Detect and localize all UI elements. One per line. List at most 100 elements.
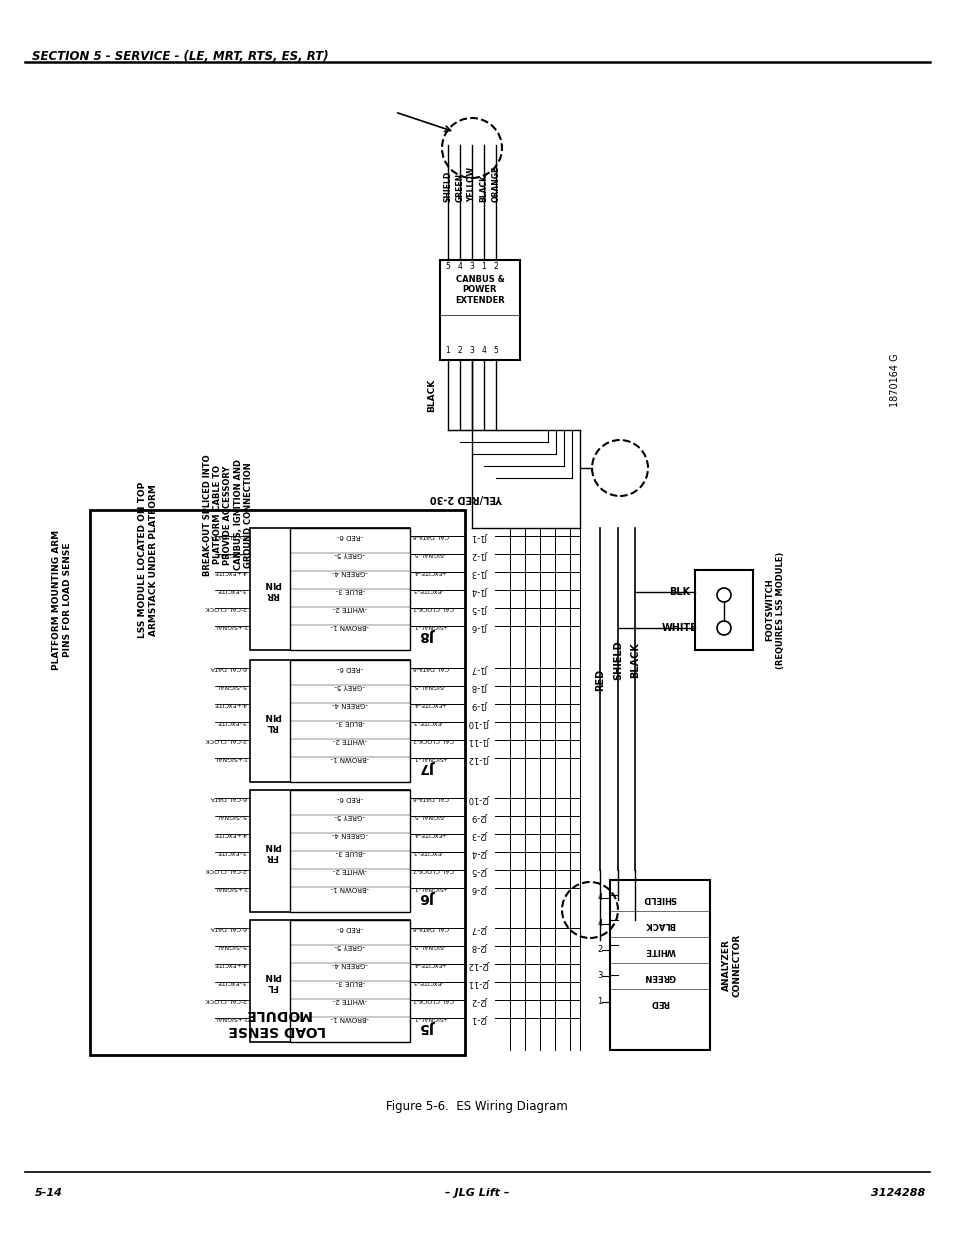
Text: 3:-EXCITE: 3:-EXCITE xyxy=(216,720,247,725)
Text: J8: J8 xyxy=(420,629,435,642)
Text: J7: J7 xyxy=(420,760,435,774)
Text: J1-1: J1-1 xyxy=(472,531,488,541)
Text: J2-2: J2-2 xyxy=(472,995,488,1004)
Text: J6: J6 xyxy=(420,890,435,904)
Text: 4: 4 xyxy=(457,262,462,270)
Text: -WHITE 2-: -WHITE 2- xyxy=(333,605,367,611)
Text: BLACK: BLACK xyxy=(427,378,436,411)
Text: -GREY 5-: -GREY 5- xyxy=(335,683,365,689)
Text: J1-9: J1-9 xyxy=(472,699,488,709)
Text: YELLOW: YELLOW xyxy=(467,167,476,203)
Text: WHITE: WHITE xyxy=(661,622,698,634)
Text: -BROWN 1-: -BROWN 1- xyxy=(331,622,369,629)
Text: 5-14: 5-14 xyxy=(35,1188,63,1198)
FancyBboxPatch shape xyxy=(250,659,410,782)
Text: RED: RED xyxy=(650,998,669,1007)
Text: 1870164 G: 1870164 G xyxy=(889,353,899,406)
Text: SHIELD: SHIELD xyxy=(613,640,622,679)
Text: +SIGNAL-1: +SIGNAL-1 xyxy=(413,1015,447,1020)
Text: +EXCITE-4: +EXCITE-4 xyxy=(413,701,446,706)
Text: 5:-SIGNAL: 5:-SIGNAL xyxy=(215,814,247,819)
Text: CAL DATA-6: CAL DATA-6 xyxy=(413,534,449,538)
Text: CAL CLOCK-2: CAL CLOCK-2 xyxy=(413,998,454,1003)
Text: 2:CAL CLOCK: 2:CAL CLOCK xyxy=(206,605,247,610)
Text: PLATFORM MOUNTING ARM
PINS FOR LOAD SENSE: PLATFORM MOUNTING ARM PINS FOR LOAD SENS… xyxy=(52,530,71,671)
Text: J1-12: J1-12 xyxy=(469,753,490,762)
Text: -BROWN 1-: -BROWN 1- xyxy=(331,885,369,890)
Text: 1: 1 xyxy=(597,998,602,1007)
Text: J1-4: J1-4 xyxy=(472,585,488,594)
Text: CAL CLOCK-2: CAL CLOCK-2 xyxy=(413,605,454,610)
Text: 2:CAL CLOCK: 2:CAL CLOCK xyxy=(206,867,247,872)
FancyBboxPatch shape xyxy=(290,920,410,1042)
Text: J2-4: J2-4 xyxy=(472,847,488,857)
FancyBboxPatch shape xyxy=(290,790,410,911)
FancyBboxPatch shape xyxy=(250,529,410,650)
Text: 3:-EXCITE: 3:-EXCITE xyxy=(216,588,247,593)
Text: BLK: BLK xyxy=(669,587,690,597)
Text: -GREEN 4-: -GREEN 4- xyxy=(332,701,368,706)
Text: 2:CAL CLOCK: 2:CAL CLOCK xyxy=(206,737,247,742)
Text: RED: RED xyxy=(595,669,604,692)
Text: -WHITE 2-: -WHITE 2- xyxy=(333,737,367,743)
Text: YEL/RED 2-30: YEL/RED 2-30 xyxy=(430,493,503,503)
FancyBboxPatch shape xyxy=(250,920,410,1042)
Text: FR
PIN: FR PIN xyxy=(263,841,280,861)
Text: 3: 3 xyxy=(469,262,474,270)
Text: LSS MODULE LOCATED ON TOP
ARMSTACK UNDER PLATFORM: LSS MODULE LOCATED ON TOP ARMSTACK UNDER… xyxy=(138,482,157,638)
Text: 4: 4 xyxy=(481,346,486,354)
Text: CANBUS &
POWER
EXTENDER: CANBUS & POWER EXTENDER xyxy=(455,275,504,305)
Text: FOOTSWITCH
(REQUIRES LSS MODULE): FOOTSWITCH (REQUIRES LSS MODULE) xyxy=(764,551,784,668)
Text: -BLUE 3-: -BLUE 3- xyxy=(335,979,364,986)
Text: J1-5: J1-5 xyxy=(472,604,488,613)
Text: J1-11: J1-11 xyxy=(469,736,490,745)
FancyBboxPatch shape xyxy=(290,529,410,650)
Text: J1-8: J1-8 xyxy=(472,682,488,690)
Text: CAL CLOCK-2: CAL CLOCK-2 xyxy=(413,737,454,742)
Text: -BLUE 3-: -BLUE 3- xyxy=(335,848,364,855)
Text: J2-7: J2-7 xyxy=(472,924,488,932)
Text: -EXCITE-3: -EXCITE-3 xyxy=(413,720,442,725)
FancyBboxPatch shape xyxy=(290,659,410,782)
Text: -SIGNAL-5: -SIGNAL-5 xyxy=(413,944,444,948)
Text: LOAD SENSE
MODULE: LOAD SENSE MODULE xyxy=(229,1007,326,1037)
Text: +EXCITE-4: +EXCITE-4 xyxy=(413,569,446,574)
Text: J2-12: J2-12 xyxy=(469,960,490,968)
Text: -BLUE 3-: -BLUE 3- xyxy=(335,587,364,593)
Text: 5: 5 xyxy=(493,346,497,354)
Text: -RED 6-: -RED 6- xyxy=(336,795,363,802)
Text: 4: 4 xyxy=(597,920,602,929)
Text: 6:CAL DATA: 6:CAL DATA xyxy=(211,795,247,800)
Text: +SIGNAL-1: +SIGNAL-1 xyxy=(413,756,447,761)
Text: +SIGNAL-1: +SIGNAL-1 xyxy=(413,624,447,629)
Text: 3: 3 xyxy=(597,972,602,981)
Text: J2-6: J2-6 xyxy=(472,883,488,893)
Text: 1:+SIGNAL: 1:+SIGNAL xyxy=(213,756,247,761)
Text: -WHITE 2-: -WHITE 2- xyxy=(333,867,367,873)
Text: GREEN: GREEN xyxy=(643,972,675,981)
Text: 1:+SIGNAL: 1:+SIGNAL xyxy=(213,1015,247,1020)
Text: 4:+EXCITE: 4:+EXCITE xyxy=(213,701,247,706)
Text: SHIELD: SHIELD xyxy=(443,170,452,203)
FancyBboxPatch shape xyxy=(250,790,410,911)
Text: J1-10: J1-10 xyxy=(469,718,490,726)
Text: CAL DATA-6: CAL DATA-6 xyxy=(413,666,449,671)
FancyBboxPatch shape xyxy=(90,510,464,1055)
Text: 3:-EXCITE: 3:-EXCITE xyxy=(216,850,247,855)
Text: 1: 1 xyxy=(445,346,450,354)
FancyBboxPatch shape xyxy=(609,881,709,1050)
Text: 1:+SIGNAL: 1:+SIGNAL xyxy=(213,624,247,629)
Text: CAL CLOCK-2: CAL CLOCK-2 xyxy=(413,867,454,872)
Text: 2: 2 xyxy=(457,346,462,354)
Text: J2-9: J2-9 xyxy=(472,811,488,820)
Text: -GREY 5-: -GREY 5- xyxy=(335,813,365,819)
Text: SECTION 5 - SERVICE - (LE, MRT, RTS, ES, RT): SECTION 5 - SERVICE - (LE, MRT, RTS, ES,… xyxy=(32,49,328,63)
Text: J2-5: J2-5 xyxy=(472,866,488,874)
Text: 2: 2 xyxy=(493,262,497,270)
Text: 3124288: 3124288 xyxy=(870,1188,924,1198)
Text: -GREEN 4-: -GREEN 4- xyxy=(332,569,368,576)
Text: 3: 3 xyxy=(469,346,474,354)
Text: 5:-SIGNAL: 5:-SIGNAL xyxy=(215,552,247,557)
Text: GREEN: GREEN xyxy=(455,173,464,203)
Text: J1-2: J1-2 xyxy=(472,550,488,558)
